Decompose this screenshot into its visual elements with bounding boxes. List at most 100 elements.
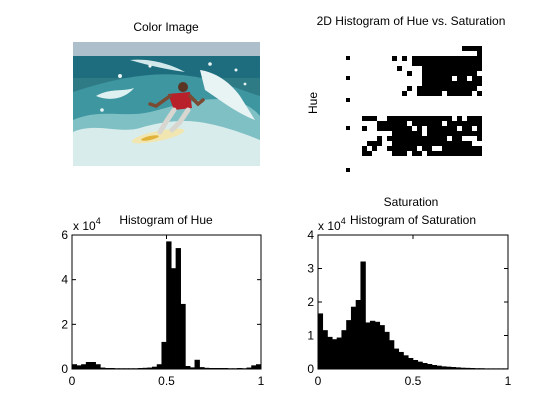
- hist2d-cell: [402, 151, 407, 156]
- surf-photo: [73, 42, 260, 166]
- sat-histogram-panel: x 104 Histogram of Saturation 0 0.5 1 0 1 2 3 4: [307, 213, 511, 388]
- hist2d-cell: [397, 146, 402, 151]
- sat-bar: [369, 320, 376, 370]
- hist2d-cell: [422, 76, 427, 81]
- hist2d-cell: [447, 151, 452, 156]
- hist2d-cell: [452, 151, 457, 156]
- hist2d-cell: [452, 81, 457, 86]
- hist2d-cell: [467, 91, 472, 96]
- hist2d-cell: [437, 116, 442, 121]
- sat-bar: [417, 361, 423, 370]
- hue-bars: [71, 241, 262, 370]
- hist2d-cell: [346, 56, 350, 60]
- hist2d-cell: [402, 91, 407, 96]
- hist2d-cell: [412, 146, 417, 151]
- hist2d-cell: [437, 86, 442, 91]
- hist2d-cell: [422, 56, 427, 61]
- hist2d-cell: [417, 121, 422, 126]
- hist2d-cell: [397, 151, 402, 156]
- hist2d-cell: [457, 121, 462, 126]
- hist2d-cell: [362, 126, 367, 131]
- hue-bar: [251, 365, 257, 370]
- hist2d-cell: [367, 141, 372, 146]
- hist2d-cell: [432, 61, 437, 66]
- hue-xtick-label: 0.5: [158, 374, 175, 388]
- hist2d-cell: [422, 66, 427, 71]
- hist2d-cell: [392, 146, 397, 151]
- hist2d-cell: [427, 86, 432, 91]
- hist2d-cell: [417, 136, 422, 141]
- hist2d-cell: [462, 131, 467, 136]
- hue-xtick-label: 1: [258, 374, 265, 388]
- hist2d-cell: [432, 86, 437, 91]
- sat-axes: 0 0.5 1 0 1 2 3 4: [307, 228, 511, 388]
- hue-bar: [81, 364, 87, 370]
- hist2d-cell: [367, 151, 372, 156]
- hist2d-cell: [462, 126, 467, 131]
- hist2d-cell: [442, 146, 447, 151]
- hue-bar: [156, 364, 163, 370]
- hist2d-cell: [372, 116, 377, 121]
- hist2d-cell: [472, 46, 477, 51]
- hist2d-cell: [462, 81, 467, 86]
- hue-ytick-label: 2: [61, 317, 68, 331]
- hist2d-cell: [387, 136, 392, 141]
- hist2d-cell: [457, 151, 462, 156]
- sat-ytick-label: 3: [307, 262, 314, 276]
- hue-title: Histogram of Hue: [119, 213, 213, 227]
- sat-bar: [426, 364, 433, 370]
- hue-bar: [90, 361, 96, 370]
- hist2d-cell: [462, 71, 467, 76]
- hist2d-cell: [417, 131, 422, 136]
- hist2d-cell: [447, 86, 452, 91]
- hist2d-cell: [407, 131, 412, 136]
- hist2d-cell: [392, 136, 397, 141]
- sat-bars: [317, 261, 509, 370]
- sat-bar: [355, 300, 362, 370]
- hist2d-cell: [402, 131, 407, 136]
- hist2d-cell: [442, 136, 447, 141]
- hist2d-cell: [452, 141, 457, 146]
- hist2d-cell: [402, 141, 407, 146]
- hist2d-cell: [452, 121, 457, 126]
- sat-bar: [431, 365, 438, 370]
- sat-bar: [393, 348, 400, 370]
- hist2d-cell: [457, 61, 462, 66]
- hist2d-cell: [362, 116, 367, 121]
- hist2d-cell: [457, 146, 462, 151]
- hist2d-cell: [437, 151, 442, 156]
- hist2d-cell: [397, 141, 402, 146]
- hue-bar: [161, 341, 167, 370]
- hue-histogram-panel: Histogram of Hue x 104 0 0.5 1 0 2 4 6: [61, 213, 264, 388]
- hist2d-cell: [457, 141, 462, 146]
- hist2d-cell: [402, 146, 407, 151]
- hist2d-cell: [467, 86, 472, 91]
- hist2d-cell: [477, 116, 482, 121]
- hist2d-cell: [472, 66, 477, 71]
- hist2d-cell: [437, 141, 442, 146]
- hist2d-cell: [432, 116, 437, 121]
- hist2d-cell: [407, 126, 412, 131]
- hist2d-cell: [472, 121, 477, 126]
- hue-bar: [170, 268, 177, 370]
- hist2d-cell: [427, 126, 432, 131]
- sat-bar: [388, 340, 395, 370]
- hist2d-cell: [452, 86, 457, 91]
- hist2d-cell: [437, 81, 442, 86]
- sat-xtick-label: 0: [315, 374, 322, 388]
- hist2d-cell: [467, 81, 472, 86]
- sat-bar: [422, 363, 428, 370]
- sat-bar: [350, 306, 357, 370]
- hist2d-cell: [427, 116, 432, 121]
- hist2d-cell: [437, 71, 442, 76]
- hist2d-cell: [346, 168, 350, 172]
- sat-ytick-label: 1: [307, 329, 314, 343]
- hist2d-cell: [447, 126, 452, 131]
- hist2d-cell: [437, 131, 442, 136]
- hist2d-cell: [432, 141, 437, 146]
- hist2d-cell: [467, 71, 472, 76]
- hist2d-cell: [442, 71, 447, 76]
- hist2d-cell: [432, 126, 437, 131]
- hist2d-cell: [462, 56, 467, 61]
- hist2d-cell: [362, 146, 367, 151]
